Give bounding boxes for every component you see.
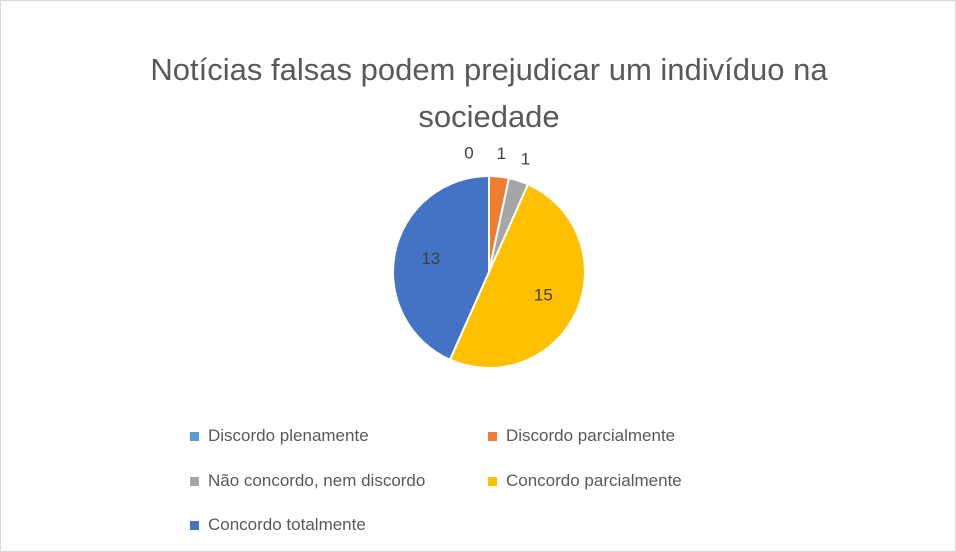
legend-item: Discordo parcialmente bbox=[488, 426, 675, 446]
legend-label: Concordo totalmente bbox=[208, 515, 366, 534]
legend-item: Concordo totalmente bbox=[190, 515, 366, 535]
legend-item: Discordo plenamente bbox=[190, 426, 369, 446]
data-label: 13 bbox=[421, 249, 440, 268]
data-label: 15 bbox=[534, 286, 553, 305]
legend-label: Concordo parcialmente bbox=[506, 471, 682, 490]
data-label: 0 bbox=[464, 143, 473, 162]
legend-swatch bbox=[488, 431, 497, 441]
chart-title: Notícias falsas podem prejudicar um indi… bbox=[150, 52, 828, 134]
legend-swatch bbox=[190, 431, 199, 441]
data-label: 1 bbox=[497, 144, 506, 163]
data-label: 1 bbox=[521, 149, 530, 168]
legend-item: Não concordo, nem discordo bbox=[190, 471, 425, 491]
legend-swatch bbox=[190, 520, 199, 530]
legend-swatch bbox=[190, 476, 199, 486]
legend-label: Não concordo, nem discordo bbox=[208, 471, 426, 490]
legend-label: Discordo parcialmente bbox=[506, 426, 676, 445]
legend-label: Discordo plenamente bbox=[208, 426, 369, 445]
pie-slice bbox=[448, 182, 586, 369]
legend-item: Concordo parcialmente bbox=[488, 471, 682, 491]
pie-slice bbox=[392, 174, 490, 362]
legend-swatch bbox=[488, 476, 497, 486]
